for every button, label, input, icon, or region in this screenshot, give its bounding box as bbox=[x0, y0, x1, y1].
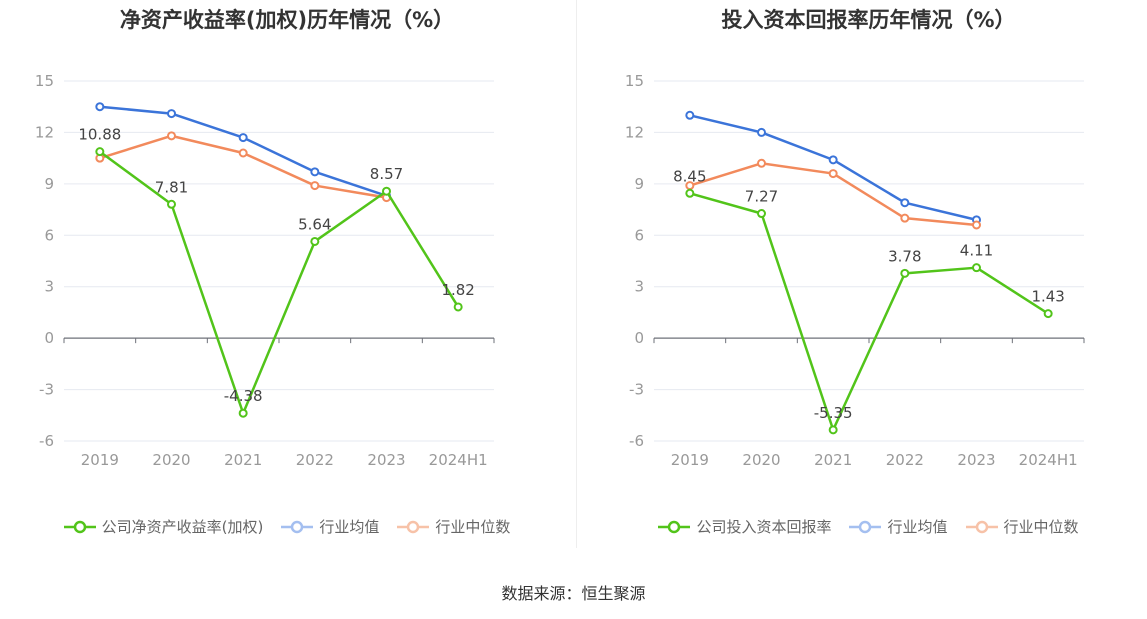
legend-item-industry-median[interactable]: 行业中位数 bbox=[397, 516, 510, 537]
data-point bbox=[1043, 309, 1053, 319]
legend-item-industry-median[interactable]: 行业中位数 bbox=[965, 516, 1079, 537]
y-tick-label: 15 bbox=[35, 72, 54, 90]
data-label: 8.45 bbox=[673, 167, 706, 185]
series-line bbox=[689, 192, 1049, 432]
data-point bbox=[382, 186, 391, 196]
legend-label: 行业均值 bbox=[887, 518, 948, 536]
x-tick-label: 2022 bbox=[886, 451, 924, 469]
data-point bbox=[757, 158, 766, 168]
data-label: 5.64 bbox=[298, 215, 331, 233]
roic-chart-svg: 15 12 9 6 3 0 -3 -6 2019 2020 2021 2022 2023 2024H1 8.… bbox=[625, 72, 1085, 469]
x-tick-label: 2021 bbox=[814, 451, 852, 469]
series-line bbox=[99, 134, 387, 199]
y-tick-label: 9 bbox=[44, 175, 54, 193]
x-tick-label: 2019 bbox=[81, 451, 119, 469]
legend-line-icon bbox=[63, 520, 96, 533]
series-line bbox=[99, 150, 460, 415]
legend-label: 公司投入资本回报率 bbox=[696, 518, 832, 536]
data-label: 1.43 bbox=[1031, 288, 1064, 306]
y-tick-label: 6 bbox=[634, 226, 644, 244]
roe-chart-svg: 15 12 9 6 3 0 -3 -6 2019 2020 2021 2022 2023 2024H1 10… bbox=[35, 72, 495, 469]
legend-item-industry-mean[interactable]: 行业均值 bbox=[849, 516, 948, 537]
y-tick-label: -3 bbox=[629, 381, 644, 399]
data-point bbox=[972, 220, 981, 230]
x-tick-label: 2022 bbox=[296, 451, 334, 469]
data-point bbox=[167, 199, 176, 209]
roe-chart-panel: 净资产收益率(加权)历年情况（%） 15 12 9 6 3 0 -3 -6 2019 2020 20… bbox=[0, 0, 574, 560]
data-point bbox=[757, 209, 766, 219]
data-point bbox=[900, 213, 910, 223]
chart-legend: 公司投入资本回报率 行业均值 行业中位数 bbox=[590, 516, 1147, 537]
legend-item-industry-mean[interactable]: 行业均值 bbox=[281, 516, 379, 537]
x-tick-label: 2020 bbox=[742, 451, 780, 469]
data-point bbox=[972, 263, 981, 273]
chart-title: 投入资本回报率历年情况（%） bbox=[721, 8, 1016, 32]
legend-line-icon bbox=[397, 520, 430, 533]
chart-legend: 公司净资产收益率(加权) 行业均值 行业中位数 bbox=[0, 516, 574, 537]
data-point bbox=[900, 198, 910, 208]
data-point bbox=[238, 148, 248, 158]
legend-item-company[interactable]: 公司净资产收益率(加权) bbox=[63, 516, 264, 537]
data-point bbox=[310, 167, 320, 177]
data-point bbox=[828, 425, 838, 435]
legend-line-icon bbox=[658, 520, 691, 533]
data-source-note: 数据来源：恒生聚源 bbox=[501, 584, 646, 603]
y-tick-label: 6 bbox=[44, 226, 54, 244]
y-tick-label: -6 bbox=[39, 432, 54, 450]
data-point bbox=[310, 236, 320, 246]
legend-line-icon bbox=[849, 520, 882, 533]
legend-line-icon bbox=[965, 520, 998, 533]
panel-divider bbox=[576, 0, 577, 548]
data-point bbox=[453, 302, 463, 312]
y-tick-label: 9 bbox=[634, 175, 644, 193]
data-point bbox=[310, 181, 320, 191]
data-label: 8.57 bbox=[370, 165, 403, 183]
x-tick-label: 2023 bbox=[957, 451, 995, 469]
data-point bbox=[685, 188, 695, 198]
data-label: 7.27 bbox=[745, 188, 778, 206]
x-tick-label: 2021 bbox=[224, 451, 262, 469]
legend-label: 公司净资产收益率(加权) bbox=[101, 518, 264, 536]
x-tick-label: 2023 bbox=[367, 451, 405, 469]
data-label: 3.78 bbox=[888, 247, 921, 265]
data-point bbox=[900, 268, 910, 278]
data-point bbox=[828, 169, 838, 179]
y-tick-label: -3 bbox=[39, 381, 54, 399]
y-tick-label: 15 bbox=[625, 72, 644, 90]
data-point bbox=[167, 131, 176, 141]
data-point bbox=[685, 110, 695, 120]
data-point bbox=[757, 127, 766, 137]
data-point bbox=[95, 102, 105, 112]
x-tick-label: 2019 bbox=[671, 451, 709, 469]
roic-chart-panel: 投入资本回报率历年情况（%） 15 12 9 6 3 0 -3 -6 2019 2020 2021 2… bbox=[590, 0, 1147, 560]
chart-title: 净资产收益率(加权)历年情况（%） bbox=[119, 8, 455, 32]
data-label: 1.82 bbox=[441, 281, 474, 299]
data-point bbox=[828, 155, 838, 165]
y-tick-label: 0 bbox=[44, 329, 54, 347]
data-label: 7.81 bbox=[155, 178, 188, 196]
data-point bbox=[238, 408, 248, 418]
y-tick-label: 12 bbox=[35, 123, 54, 141]
legend-item-company[interactable]: 公司投入资本回报率 bbox=[658, 516, 831, 537]
data-label: 10.88 bbox=[78, 126, 121, 144]
data-point bbox=[238, 133, 248, 143]
y-tick-label: 3 bbox=[44, 278, 54, 296]
legend-label: 行业中位数 bbox=[1003, 518, 1079, 536]
y-tick-label: -6 bbox=[629, 432, 644, 450]
x-tick-label: 2024H1 bbox=[429, 451, 488, 469]
legend-line-icon bbox=[281, 520, 314, 533]
legend-label: 行业均值 bbox=[319, 518, 380, 536]
x-tick-label: 2024H1 bbox=[1019, 451, 1078, 469]
data-point bbox=[95, 147, 105, 157]
data-label: -4.38 bbox=[224, 387, 263, 405]
data-point bbox=[167, 109, 176, 119]
x-tick-label: 2020 bbox=[152, 451, 190, 469]
y-tick-label: 3 bbox=[634, 278, 644, 296]
data-label: 4.11 bbox=[960, 242, 993, 260]
y-tick-label: 12 bbox=[625, 123, 644, 141]
data-label: -5.35 bbox=[814, 404, 853, 422]
y-tick-label: 0 bbox=[634, 329, 644, 347]
legend-label: 行业中位数 bbox=[435, 518, 511, 536]
